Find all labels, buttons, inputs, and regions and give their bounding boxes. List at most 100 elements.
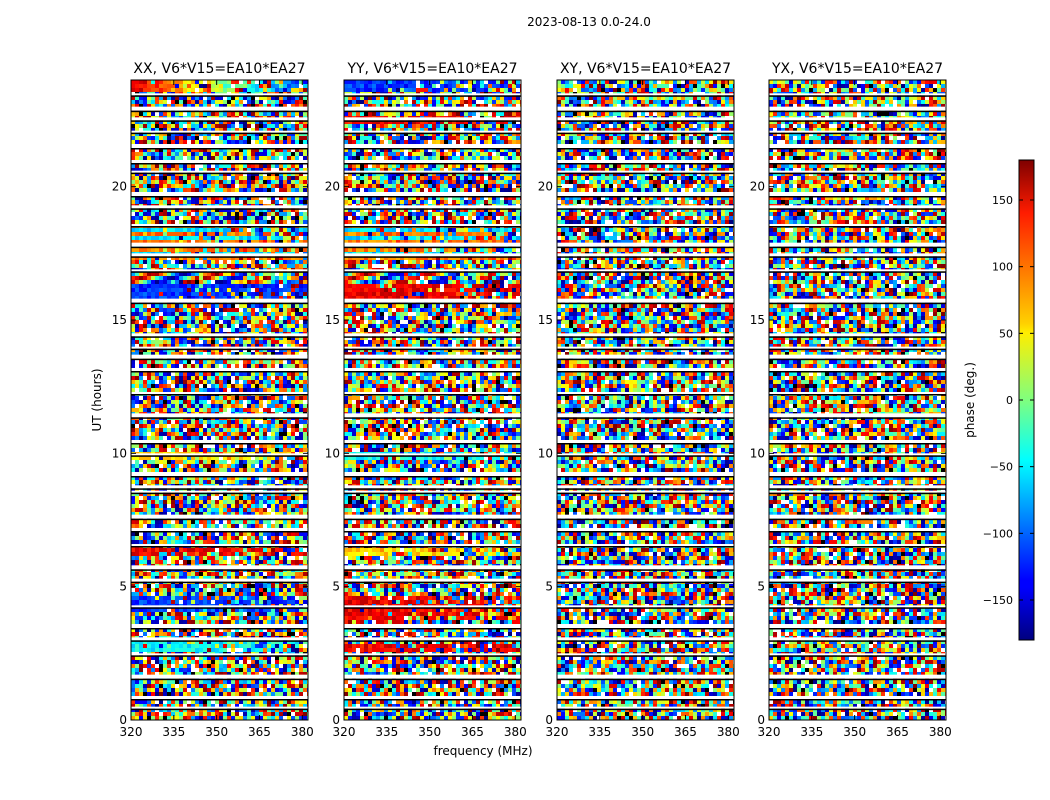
flagged-gap xyxy=(769,93,946,96)
flagged-gap xyxy=(557,605,734,608)
panels-group: XX, V6*V15=EA10*EA27 320 335 350 365 380 0 5 10 1… xyxy=(112,61,952,739)
flagged-gap xyxy=(557,368,734,371)
y-axis-label: UT (hours) xyxy=(90,368,104,431)
flagged-gap xyxy=(557,544,734,546)
y-tick-label: 20 xyxy=(325,180,340,194)
flagged-gap xyxy=(344,224,521,226)
flagged-gap xyxy=(344,93,521,96)
flagged-gap xyxy=(131,472,308,476)
y-tick-label: 20 xyxy=(538,180,553,194)
flagged-gap xyxy=(769,490,946,493)
flagged-gap xyxy=(344,413,521,418)
flagged-gap xyxy=(769,160,946,163)
flagged-gap xyxy=(769,106,946,111)
flagged-gap xyxy=(557,453,734,456)
y-tick-label: 15 xyxy=(750,313,765,327)
colorbar-tick-label: 0 xyxy=(1006,394,1013,407)
panel-title-xx: XX, V6*V15=EA10*EA27 xyxy=(133,61,305,77)
colorbar-tick-label: 50 xyxy=(999,327,1013,340)
x-tick-label: 365 xyxy=(248,725,271,739)
flagged-gap xyxy=(131,117,308,121)
phase-image-yy xyxy=(344,80,521,720)
flagged-gap xyxy=(769,674,946,679)
flagged-gap xyxy=(131,605,308,608)
flagged-gap xyxy=(131,205,308,209)
flagged-gap xyxy=(131,346,308,349)
flagged-gap xyxy=(769,130,946,133)
flagged-gap xyxy=(344,170,521,173)
y-tick-label: 5 xyxy=(332,580,340,594)
flagged-gap xyxy=(769,253,946,257)
flagged-gap xyxy=(769,413,946,418)
flagged-gap xyxy=(557,696,734,699)
flagged-gap xyxy=(131,106,308,111)
flagged-gap xyxy=(344,637,521,641)
y-tick-label: 15 xyxy=(325,313,340,327)
flagged-gap xyxy=(344,117,521,121)
flagged-gap xyxy=(769,392,946,394)
flagged-gap xyxy=(131,485,308,489)
colorbar-ticks: 150 100 50 0 −50 −100 −150 xyxy=(983,194,1034,607)
panel-frame xyxy=(768,79,947,721)
panel-yy: YY, V6*V15=EA10*EA27 320 335 350 365 380 0 5 10 1… xyxy=(325,61,527,739)
flagged-gap xyxy=(344,144,521,148)
x-tick-label: 380 xyxy=(504,725,527,739)
panel-title-yx: YX, V6*V15=EA10*EA27 xyxy=(771,61,943,77)
flagged-gap xyxy=(769,170,946,173)
flagged-gap xyxy=(557,130,734,133)
x-tick-label: 350 xyxy=(843,725,866,739)
flagged-gap xyxy=(557,413,734,418)
x-tick-label: 320 xyxy=(546,725,569,739)
y-tick-label: 0 xyxy=(119,713,127,727)
flagged-gap xyxy=(769,544,946,546)
flagged-gap xyxy=(557,346,734,349)
flagged-gap xyxy=(769,706,946,709)
flagged-gap xyxy=(769,624,946,628)
flagged-gap xyxy=(131,333,308,337)
flagged-gap xyxy=(344,354,521,359)
flagged-gap xyxy=(131,514,308,519)
flagged-gap xyxy=(769,440,946,443)
flagged-gap xyxy=(131,578,308,582)
flagged-gap xyxy=(769,269,946,272)
colorbar-tick-label: −50 xyxy=(990,461,1013,474)
flagged-gap xyxy=(769,696,946,699)
flagged-gap xyxy=(769,514,946,519)
flagged-gap xyxy=(557,514,734,519)
flagged-gap xyxy=(131,653,308,656)
flagged-gap xyxy=(131,637,308,641)
flagged-gap xyxy=(769,565,946,570)
flagged-gap xyxy=(557,637,734,641)
flagged-gap xyxy=(557,674,734,679)
y-tick-label: 5 xyxy=(545,580,553,594)
x-tick-label: 320 xyxy=(120,725,143,739)
y-tick-label: 10 xyxy=(112,446,127,460)
phase-image-xy xyxy=(557,80,734,720)
flagged-gap xyxy=(344,106,521,111)
x-tick-label: 335 xyxy=(162,725,185,739)
x-tick-label: 380 xyxy=(291,725,314,739)
flagged-gap xyxy=(131,528,308,531)
flagged-gap xyxy=(769,368,946,371)
flagged-gap xyxy=(769,528,946,531)
y-tick-label: 10 xyxy=(538,446,553,460)
flagged-gap xyxy=(557,93,734,96)
flagged-gap xyxy=(344,565,521,570)
flagged-gap xyxy=(344,624,521,628)
flagged-gap xyxy=(557,392,734,394)
flagged-gap xyxy=(344,544,521,546)
flagged-gap xyxy=(769,605,946,608)
flagged-gap xyxy=(344,453,521,456)
figure-suptitle: 2023-08-13 0.0-24.0 xyxy=(527,15,651,29)
y-tick-label: 20 xyxy=(112,180,127,194)
flagged-gap xyxy=(344,253,521,257)
flagged-gap xyxy=(344,674,521,679)
flagged-gap xyxy=(131,144,308,148)
flagged-gap xyxy=(344,472,521,476)
flagged-gap xyxy=(131,674,308,679)
flagged-gap xyxy=(344,192,521,196)
flagged-gap xyxy=(769,144,946,148)
flagged-gap xyxy=(344,490,521,493)
flagged-gap xyxy=(131,544,308,546)
flagged-gap xyxy=(557,653,734,656)
